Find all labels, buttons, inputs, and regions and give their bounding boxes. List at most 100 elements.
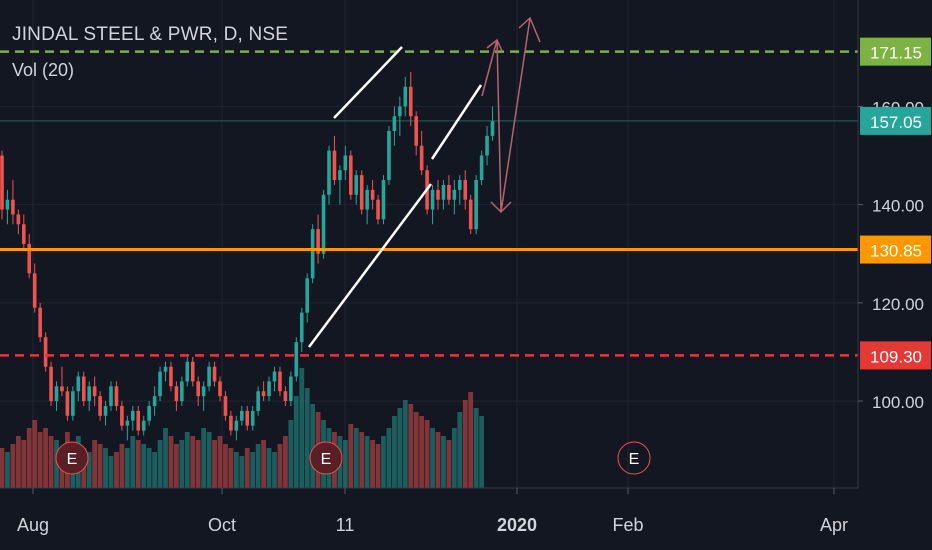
candle-body <box>103 405 108 416</box>
volume-indicator-label[interactable]: Vol (20) <box>12 60 75 80</box>
symbol-title[interactable]: JINDAL STEEL & PWR, D, NSE <box>12 24 289 45</box>
candle-body <box>131 410 135 421</box>
candle-body <box>136 410 141 431</box>
volume-bar <box>152 452 157 488</box>
volume-bar <box>223 444 228 488</box>
volume-bar <box>468 392 474 488</box>
volume-bar <box>430 428 435 488</box>
candle-body <box>349 155 353 195</box>
candle-body <box>180 381 184 402</box>
candle-body <box>294 342 299 377</box>
volume-bar <box>141 444 147 488</box>
candle-body <box>5 199 10 210</box>
volume-bar <box>37 432 43 488</box>
candle-body <box>414 116 418 146</box>
earnings-marker-label: E <box>629 451 640 468</box>
candle-body <box>147 405 151 421</box>
time-axis[interactable]: Aug Oct 11 2020 Feb Apr <box>0 487 858 535</box>
candle-body <box>289 376 293 402</box>
candle-body <box>381 180 386 220</box>
candle-body <box>338 170 342 181</box>
volume-bar <box>21 440 27 488</box>
candle-body <box>408 86 413 117</box>
volume-bar <box>283 436 288 488</box>
volume-bar <box>353 428 359 488</box>
volume-bar <box>462 400 468 488</box>
candle-body <box>158 371 162 397</box>
candle-body <box>436 189 440 200</box>
time-tick-label: Oct <box>208 515 236 535</box>
volume-bar <box>114 452 119 488</box>
candle-body <box>261 391 266 397</box>
volume-bar <box>168 436 174 488</box>
candle-body <box>49 366 53 402</box>
candle-body <box>240 410 244 421</box>
earnings-marker <box>617 441 651 475</box>
volume-bar <box>124 448 130 488</box>
volume-bar <box>43 428 48 488</box>
candle-body <box>174 386 179 402</box>
candle-body <box>479 155 484 181</box>
price-axis-background <box>858 0 932 550</box>
candle-body <box>403 86 408 107</box>
volume-bar <box>179 440 185 488</box>
candle-body <box>354 175 359 195</box>
volume-bar <box>479 416 484 488</box>
volume-bar <box>266 448 272 488</box>
candle-body <box>190 361 195 382</box>
candle-body <box>234 420 239 431</box>
price-axis[interactable]: 100.00120.00140.00160.00171.15157.05130.… <box>857 0 932 550</box>
volume-bar <box>255 444 261 488</box>
candle-body <box>81 376 86 402</box>
volume-bar <box>261 440 266 488</box>
volume-bar <box>212 440 217 488</box>
candle-body <box>152 396 157 406</box>
candle-body <box>38 307 42 338</box>
candle-body <box>0 155 4 210</box>
volume-bar <box>201 428 207 488</box>
candle-body <box>65 391 70 416</box>
candle-body <box>196 381 200 397</box>
volume-bar <box>26 428 32 488</box>
time-tick-label: 11 <box>336 515 355 535</box>
volume-bar <box>402 400 408 488</box>
price-label-box <box>860 235 931 264</box>
candle-body <box>163 366 168 372</box>
time-tick-label: Apr <box>820 515 848 535</box>
candle-body <box>321 194 326 254</box>
volume-bar <box>370 440 375 488</box>
volume-bar <box>293 396 299 488</box>
price-label-text: 171.15 <box>870 44 922 63</box>
candle-body <box>201 386 206 397</box>
candle-body <box>392 116 397 131</box>
volume-bar <box>228 448 234 488</box>
volume-bar <box>135 440 141 488</box>
candle-body <box>278 371 282 392</box>
volume-bar <box>473 408 479 488</box>
candle-body <box>452 189 457 200</box>
candle-body <box>376 199 380 220</box>
candle-body <box>16 214 21 225</box>
time-tick-label: Aug <box>17 515 49 535</box>
candle-body <box>207 366 211 387</box>
volume-bar <box>163 428 168 488</box>
price-tick-label: 140.00 <box>872 197 924 216</box>
candle-body <box>468 199 473 230</box>
candle-body <box>283 391 288 402</box>
time-tick-label: 2020 <box>497 515 537 535</box>
volume-bar <box>408 404 414 488</box>
candle-body <box>490 121 495 136</box>
earnings-marker-label: E <box>321 451 332 468</box>
volume-bar <box>195 440 201 488</box>
volume-bar <box>5 452 10 488</box>
volume-bar <box>446 440 452 488</box>
candle-body <box>141 420 146 431</box>
candle-body <box>365 189 369 210</box>
volume-bar <box>397 408 403 488</box>
candle-body <box>11 199 15 215</box>
candle-body <box>218 381 222 397</box>
candle-body <box>125 420 130 426</box>
candle-body <box>387 130 391 181</box>
